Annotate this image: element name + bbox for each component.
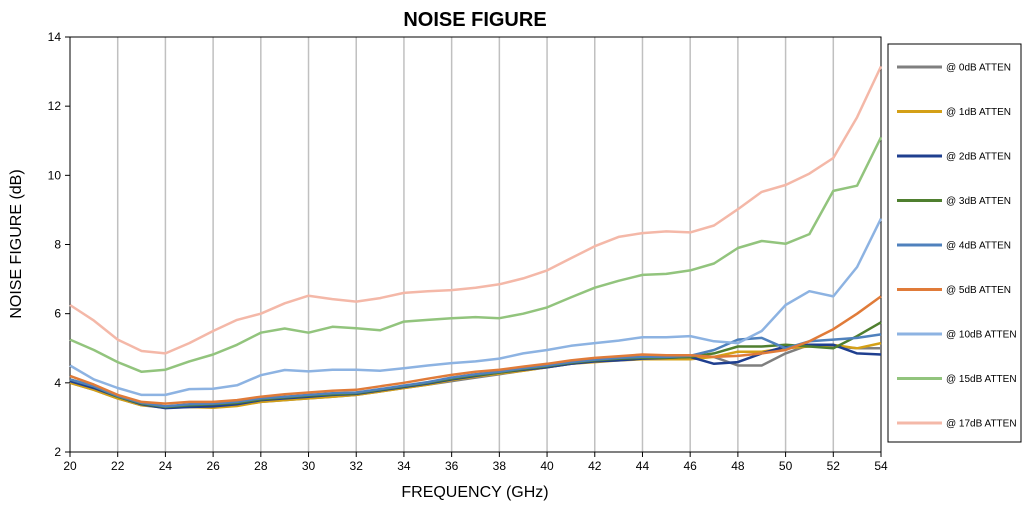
y-axis-ticks: 2 4 6 8 10 12 14	[48, 30, 70, 459]
x-tick-label: 54	[874, 459, 888, 473]
x-tick-label: 24	[159, 459, 173, 473]
series-line	[69, 333, 882, 408]
legend-label: @ 0dB ATTEN	[946, 63, 1011, 74]
x-tick-label: 38	[493, 459, 507, 473]
legend-label: @ 15dB ATTEN	[946, 374, 1017, 385]
legend: @ 0dB ATTEN @ 1dB ATTEN @ 2dB ATTEN @ 3dB A…	[887, 43, 1022, 443]
series-line	[69, 136, 883, 374]
legend-label: @ 10dB ATTEN	[946, 330, 1017, 341]
series-lines	[69, 65, 883, 410]
y-tick-label: 12	[48, 99, 62, 113]
series-line	[69, 218, 883, 397]
x-tick-label: 48	[731, 459, 745, 473]
x-tick-label: 34	[397, 459, 411, 473]
series-line	[69, 65, 883, 355]
legend-label: @ 4dB ATTEN	[946, 241, 1011, 252]
x-tick-label: 30	[302, 459, 316, 473]
x-tick-label: 20	[63, 459, 77, 473]
x-tick-label: 44	[636, 459, 650, 473]
y-tick-label: 14	[48, 30, 62, 44]
grid-lines	[116, 37, 835, 452]
x-tick-label: 52	[827, 459, 841, 473]
y-axis-label: NOISE FIGURE (dB)	[8, 169, 25, 318]
x-tick-label: 28	[254, 459, 268, 473]
legend-label: @ 17dB ATTEN	[946, 419, 1017, 430]
x-tick-label: 46	[683, 459, 697, 473]
x-axis-label: FREQUENCY (GHz)	[401, 484, 548, 501]
x-tick-label: 36	[445, 459, 459, 473]
x-tick-label: 32	[350, 459, 364, 473]
y-tick-label: 2	[54, 445, 61, 459]
y-tick-label: 6	[54, 307, 61, 321]
y-tick-label: 4	[54, 376, 61, 390]
y-tick-label: 10	[48, 168, 62, 182]
x-tick-label: 50	[779, 459, 793, 473]
legend-label: @ 1dB ATTEN	[946, 107, 1011, 118]
x-tick-label: 26	[206, 459, 220, 473]
legend-label: @ 2dB ATTEN	[946, 152, 1011, 163]
x-tick-label: 22	[111, 459, 125, 473]
x-tick-label: 42	[588, 459, 602, 473]
chart-title: NOISE FIGURE	[403, 9, 546, 31]
x-tick-label: 40	[540, 459, 554, 473]
series-line	[69, 295, 882, 405]
x-axis-ticks: 20 22 24 26 28 30 32 34 36 38 40 42 44 46 48 50 52 54	[63, 452, 888, 473]
y-tick-label: 8	[54, 238, 61, 252]
legend-label: @ 5dB ATTEN	[946, 285, 1011, 296]
legend-label: @ 3dB ATTEN	[946, 196, 1011, 207]
